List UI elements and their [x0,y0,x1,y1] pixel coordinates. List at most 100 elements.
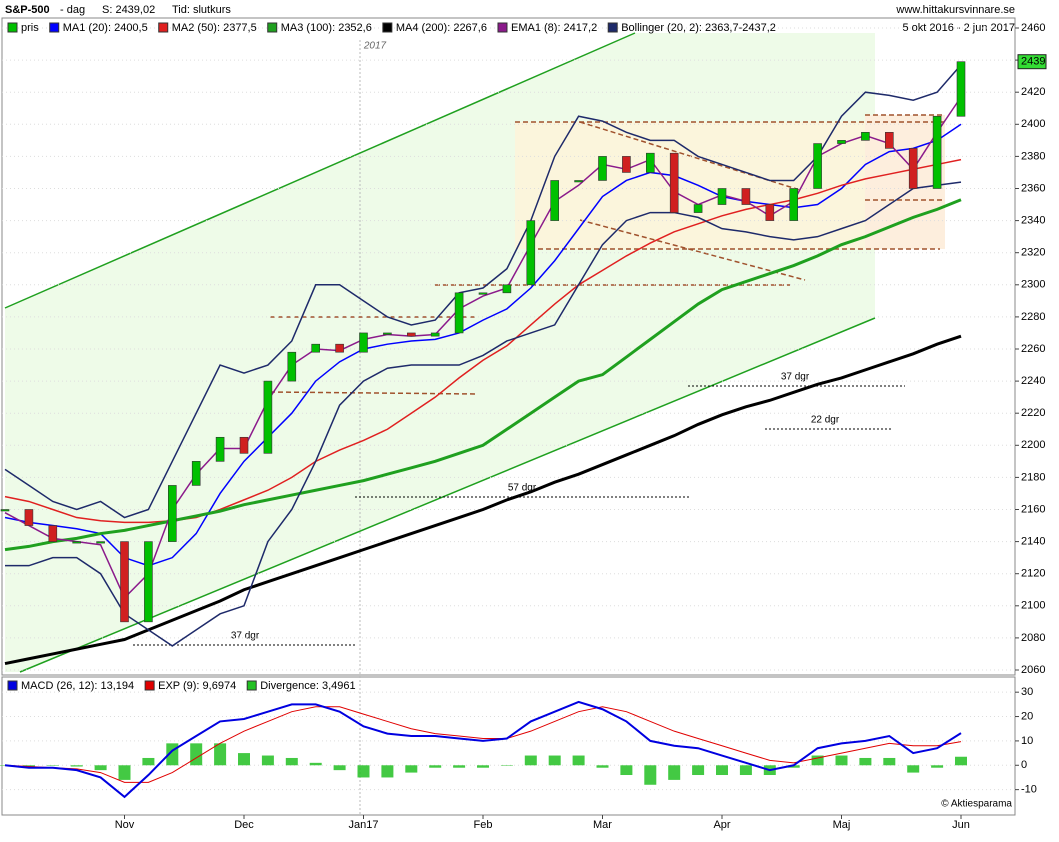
candle [526,220,536,286]
divergence-bar [261,755,274,766]
y-tick-label: 2400 [1021,118,1045,130]
candle [861,132,870,141]
y-tick-label: 30 [1021,686,1033,698]
divergence-bar [835,755,848,766]
series-line [4,96,962,600]
divergence-bar [142,757,155,766]
header-interval: - dag [60,4,85,16]
candle [932,115,942,189]
divergence-bar [500,765,513,766]
legend-label: Divergence: 3,4961 [260,680,355,692]
legend-label: MA3 (100): 2352,6 [281,22,372,34]
annotation: 37 dgr [781,372,810,383]
trend-line [4,32,636,309]
legend-label: MA1 (20): 2400,5 [63,22,148,34]
x-tick-label: Jun [952,819,970,831]
candle [693,204,703,213]
candle [311,343,321,353]
divergence-bar [70,765,83,767]
range-box [865,115,945,249]
divergence-bar [309,762,322,766]
y-tick-label: 2320 [1021,247,1045,259]
series-line [4,706,962,783]
y-tick-label: 2340 [1021,215,1045,227]
divergence-bar [739,765,752,776]
candle [622,156,631,173]
candle [263,380,273,454]
series-line [4,64,962,519]
annotation: 57 dgr [508,483,537,494]
y-tick-label: 2100 [1021,600,1045,612]
y-tick-label: -10 [1021,784,1037,796]
legend-swatch [607,22,618,33]
trend-line [19,317,876,673]
legend-label: pris [21,22,39,34]
divergence-bar [955,756,967,766]
candle [120,541,129,623]
candle [144,541,153,623]
legend-swatch [158,22,169,33]
y-tick-label: 2220 [1021,407,1045,419]
legend-swatch [7,22,18,33]
divergence-bar [620,765,633,776]
divergence-bar [94,765,107,771]
candle [96,541,105,544]
divergence-bar [811,755,824,766]
x-tick-label: Dec [234,819,254,831]
divergence-bar [453,765,466,768]
y-tick-label: 2380 [1021,150,1045,162]
legend-swatch [246,680,257,691]
candle [765,204,775,221]
candle [287,351,297,382]
divergence-bar [429,765,442,768]
header-title: S&P-500 [5,4,50,16]
main-panel [1,17,1016,676]
y-tick-label: 2120 [1021,568,1045,580]
annotation: 22 dgr [811,415,840,426]
candle [598,156,607,181]
y-tick-label: 2060 [1021,664,1045,676]
header-last: S: 2439,02 [102,4,155,16]
x-tick-label: Jan17 [349,819,379,831]
candle [645,152,655,173]
candle [884,132,894,149]
series-line [4,700,962,799]
legend-swatch [382,22,393,33]
candle [48,525,58,542]
legend-swatch [7,680,18,691]
divergence-bar [357,765,370,778]
candle [335,343,344,353]
series-line [4,334,962,666]
y-tick-label: 2080 [1021,632,1045,644]
y-tick-label: 20 [1021,710,1033,722]
divergence-bar [907,765,920,773]
candle [837,140,846,144]
divergence-bar [668,765,681,780]
y-tick-label: 0 [1021,759,1027,771]
y-tick-label: 2160 [1021,503,1045,515]
x-tick-label: Nov [115,819,135,831]
divergence-bar [572,755,585,766]
y-tick-label: 2460 [1021,22,1045,34]
candle [574,180,583,183]
candle [741,188,751,205]
divergence-bar [787,765,800,768]
divergence-bar [692,765,705,776]
legend-swatch [144,680,155,691]
legend-label: EXP (9): 9,6974 [158,680,236,692]
candle [478,292,488,295]
candle [359,332,368,353]
candle [956,61,966,117]
annotation: 37 dgr [231,631,260,642]
macd-panel [1,676,1016,816]
candle [717,188,727,205]
divergence-bar [190,743,203,766]
candle [406,332,416,337]
candle [24,509,34,526]
price-tag [1017,54,1047,70]
y-tick-label: 10 [1021,735,1033,747]
y-tick-label: 2240 [1021,375,1045,387]
legend-label: Bollinger (20, 2): 2363,7-2437,2 [621,22,776,34]
divergence-bar [238,753,250,766]
